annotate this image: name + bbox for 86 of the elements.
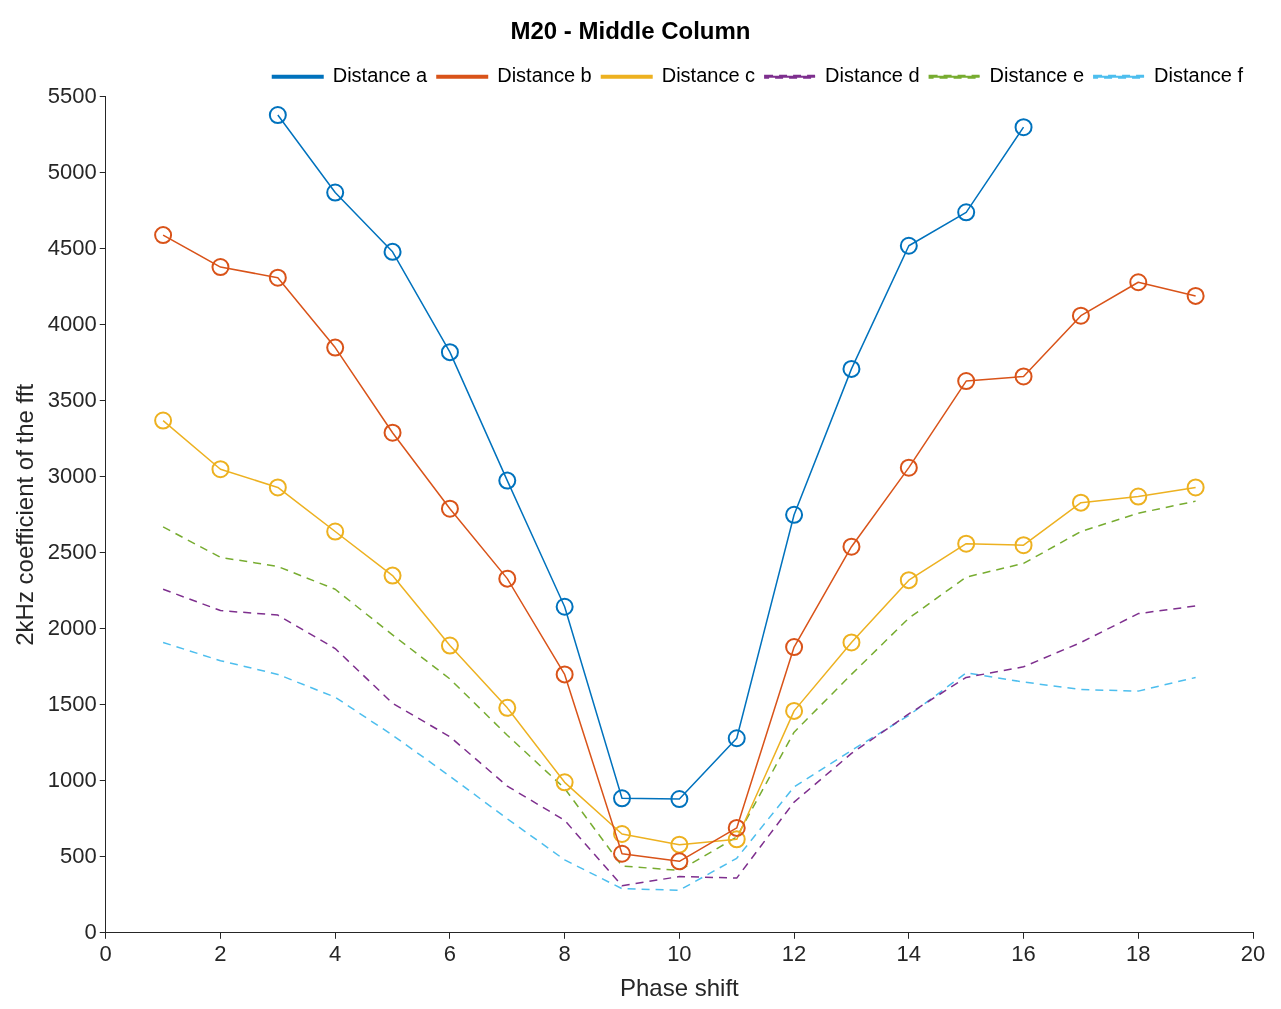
point	[1014, 536, 1033, 555]
point	[899, 571, 918, 590]
point	[154, 226, 173, 245]
point	[727, 729, 746, 748]
x-tick-label: 4	[329, 941, 342, 967]
point	[268, 106, 287, 125]
x-tick-label: 2	[214, 941, 227, 967]
legend-label: Distance e	[989, 64, 1085, 87]
line-series	[162, 588, 1197, 887]
point	[211, 460, 230, 479]
point	[899, 458, 918, 477]
point	[1129, 487, 1148, 506]
legend-label: Distance d	[825, 64, 920, 87]
point	[1014, 118, 1033, 137]
point	[326, 183, 345, 202]
point	[498, 471, 517, 490]
x-tick-label: 10	[667, 941, 692, 967]
point	[498, 569, 517, 588]
point	[1129, 273, 1148, 292]
point	[670, 790, 689, 809]
point	[383, 242, 402, 261]
point	[1186, 478, 1205, 497]
point	[842, 537, 861, 556]
legend-label: Distance b	[497, 64, 592, 87]
point	[785, 638, 804, 657]
x-tick-label: 12	[781, 941, 807, 967]
x-tick-label: 14	[896, 941, 922, 967]
point	[842, 359, 861, 378]
y-tick-label: 2000	[47, 614, 97, 640]
legend-label: Distance f	[1154, 64, 1244, 87]
y-tick-label: 1000	[47, 766, 97, 792]
y-tick-label: 500	[60, 842, 97, 868]
x-tick-label: 8	[558, 941, 571, 967]
y-tick-label: 4000	[47, 310, 97, 336]
point	[326, 522, 345, 541]
y-tick-label: 3500	[47, 386, 97, 412]
point	[727, 818, 746, 837]
y-tick-label: 3000	[47, 462, 97, 488]
point	[785, 701, 804, 720]
x-tick-label: 6	[443, 941, 457, 967]
y-tick-label: 2500	[47, 538, 97, 564]
x-tick-label: 20	[1240, 941, 1266, 967]
point	[498, 698, 517, 717]
point	[383, 423, 402, 442]
point	[957, 372, 976, 391]
point	[440, 499, 459, 518]
point	[842, 633, 861, 652]
point	[1014, 367, 1033, 386]
point	[440, 636, 459, 655]
y-tick-label: 0	[84, 918, 97, 944]
point	[727, 830, 746, 849]
line-series	[162, 641, 1197, 891]
point	[268, 478, 287, 497]
legend-label: Distance a	[332, 64, 429, 87]
y-tick-label: 5500	[47, 82, 97, 108]
chart-title: M20 - Middle Column	[510, 17, 751, 45]
legend-label: Distance c	[661, 64, 756, 87]
point	[899, 236, 918, 255]
point	[383, 566, 402, 585]
point	[785, 505, 804, 524]
point	[670, 852, 689, 871]
point	[326, 338, 345, 357]
point	[1186, 286, 1205, 305]
point	[670, 835, 689, 854]
point	[555, 665, 574, 684]
point	[268, 268, 287, 287]
point	[613, 825, 632, 843]
point	[555, 597, 574, 616]
point	[440, 343, 459, 362]
point	[613, 844, 632, 863]
x-tick-label: 18	[1126, 941, 1151, 967]
y-tick-label: 4500	[47, 234, 97, 260]
point	[211, 258, 230, 277]
y-axis-title: 2kHz coefficient of the fft	[11, 383, 39, 646]
y-tick-label: 5000	[47, 158, 97, 184]
point	[957, 203, 976, 222]
line-series	[162, 500, 1197, 872]
y-tick-label: 1500	[47, 690, 97, 716]
point	[1071, 493, 1090, 512]
x-tick-label: 16	[1011, 941, 1036, 967]
point	[613, 789, 632, 808]
point	[154, 411, 173, 430]
x-axis-title: Phase shift	[620, 974, 740, 1002]
point	[555, 773, 574, 792]
point	[1071, 306, 1090, 325]
point	[957, 534, 976, 553]
